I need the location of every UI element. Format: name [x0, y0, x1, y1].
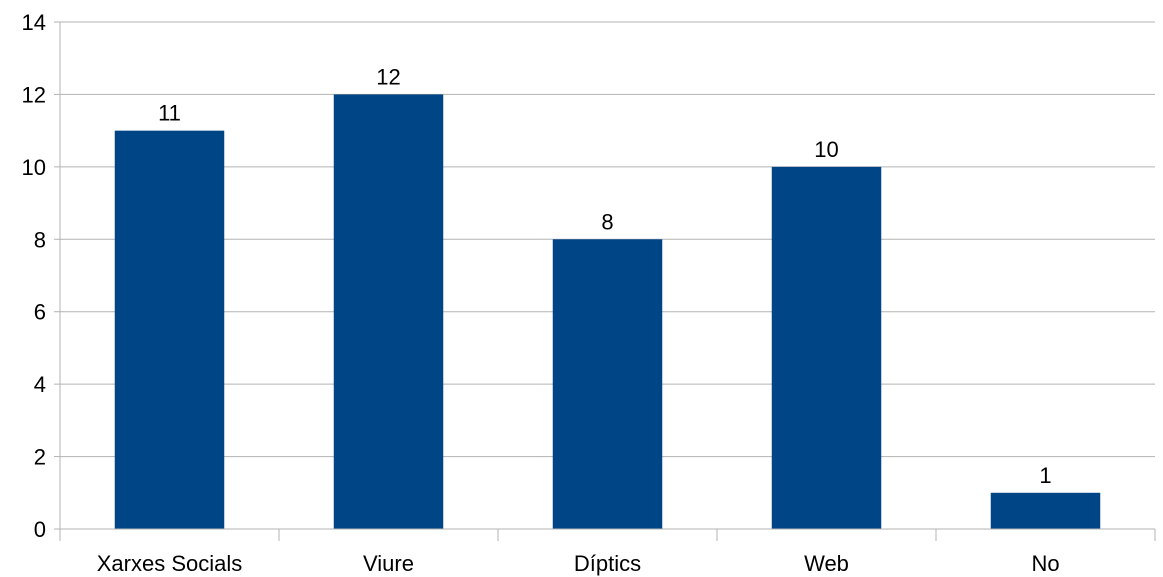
y-tick-label: 8	[34, 227, 46, 252]
bar	[333, 94, 444, 529]
bar	[114, 130, 225, 529]
y-tick-label: 12	[22, 82, 46, 107]
x-tick-label: Web	[804, 551, 849, 576]
y-tick-label: 2	[34, 445, 46, 470]
axes	[54, 21, 1156, 541]
x-tick-labels: Xarxes Socials Viure Díptics Web No	[97, 551, 1060, 576]
bar	[990, 492, 1101, 529]
bar	[552, 239, 663, 530]
y-tick-label: 4	[34, 372, 46, 397]
x-tick-label: Viure	[363, 551, 414, 576]
y-tick-label: 6	[34, 300, 46, 325]
data-label: 11	[158, 101, 181, 126]
y-tick-label: 10	[22, 155, 46, 180]
bar	[771, 166, 882, 529]
y-tick-labels: 0 2 4 6 8 10 12 14	[22, 10, 46, 542]
data-label: 1	[1039, 463, 1051, 488]
y-tick-label: 14	[22, 10, 46, 35]
data-label: 8	[601, 209, 613, 234]
y-tick-label: 0	[34, 517, 46, 542]
x-tick-label: No	[1031, 551, 1059, 576]
x-tick-label: Díptics	[574, 551, 641, 576]
data-labels: 11 12 8 10 1	[158, 64, 1052, 487]
data-label: 10	[814, 137, 838, 162]
x-tick-label: Xarxes Socials	[97, 551, 243, 576]
bars	[114, 94, 1101, 530]
data-label: 12	[376, 64, 400, 89]
